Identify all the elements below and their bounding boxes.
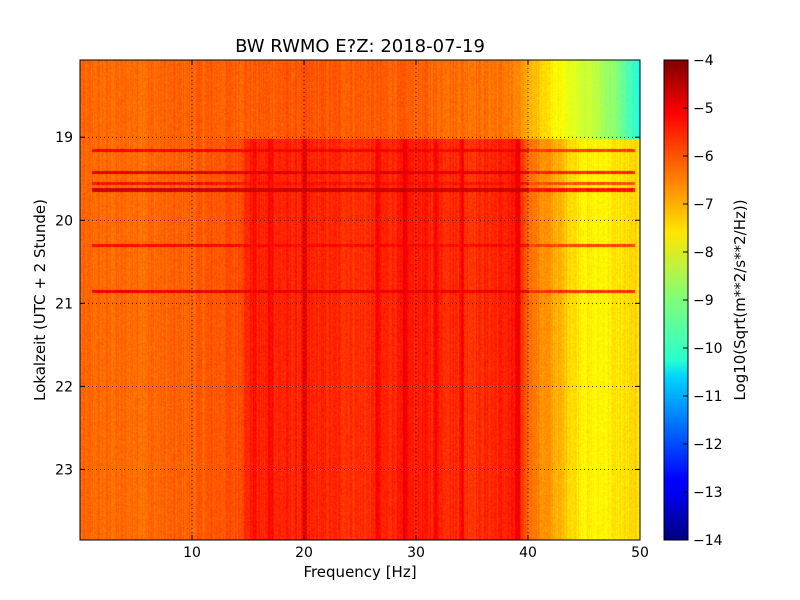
y-tick-label: 20 <box>55 213 73 229</box>
colorbar-tick-label: −9 <box>693 293 714 309</box>
colorbar-tick-label: −14 <box>693 533 723 549</box>
plot-area: 10 20 30 40 50 19 20 21 22 23 <box>55 59 649 561</box>
colorbar-tick-label: −10 <box>693 341 723 357</box>
grid-lines <box>80 60 640 540</box>
y-tick-label: 21 <box>55 296 73 312</box>
x-tick-label: 10 <box>183 545 201 561</box>
colorbar-tick-label: −5 <box>693 101 714 117</box>
colorbar-tick-label: −6 <box>693 149 714 165</box>
spectrogram-image <box>80 60 640 540</box>
colorbar-ticks: −4 −5 −6 −7 −8 −9 −10 −11 −12 −13 −14 <box>683 53 723 549</box>
x-tick-label: 20 <box>295 545 313 561</box>
colorbar-tick-label: −8 <box>693 245 714 261</box>
y-tick-label: 23 <box>55 462 73 478</box>
y-tick-label: 22 <box>55 379 73 395</box>
chart-title: BW RWMO E?Z: 2018-07-19 <box>235 36 485 57</box>
x-tick-label: 30 <box>407 545 425 561</box>
colorbar-label: Log10(Sqrt(m**2/s**2/Hz)) <box>731 199 749 400</box>
colorbar-tick-label: −11 <box>693 389 723 405</box>
y-axis-ticks: 19 20 21 22 23 <box>55 130 640 478</box>
x-tick-label: 40 <box>519 545 537 561</box>
colorbar-tick-label: −4 <box>693 53 714 69</box>
y-tick-label: 19 <box>55 130 73 146</box>
x-axis-label: Frequency [Hz] <box>303 563 416 581</box>
y-axis-label: Lokalzeit (UTC + 2 Stunde) <box>31 199 49 401</box>
x-axis-ticks: 10 20 30 40 50 <box>183 60 649 561</box>
plot-frame <box>79 59 641 541</box>
colorbar-tick-label: −12 <box>693 437 723 453</box>
x-tick-label: 50 <box>631 545 649 561</box>
colorbar-tick-label: −7 <box>693 197 714 213</box>
colorbar: −4 −5 −6 −7 −8 −9 −10 −11 −12 −13 −14 <box>663 53 723 549</box>
colorbar-tick-label: −13 <box>693 485 723 501</box>
